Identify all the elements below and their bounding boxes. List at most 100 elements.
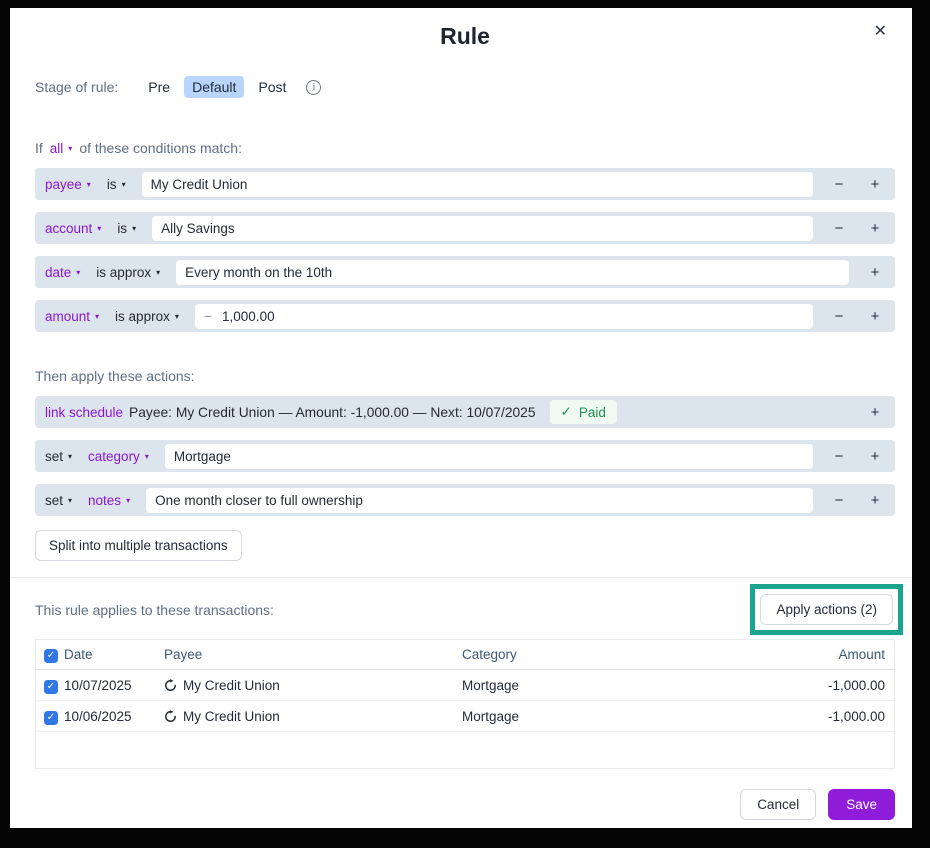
chevron-down-icon: ▾: [174, 312, 179, 321]
action-verb-select[interactable]: set ▾: [45, 448, 73, 464]
check-icon: ✓: [560, 404, 572, 419]
column-header-payee[interactable]: Payee: [164, 647, 203, 662]
remove-condition-button[interactable]: −: [829, 221, 849, 236]
condition-field-select[interactable]: account ▾: [45, 220, 102, 236]
add-action-button[interactable]: +: [865, 405, 885, 420]
transactions-table: ✓ Date Payee Category Amount ✓ 10/07/202…: [35, 639, 895, 769]
stage-label: Stage of rule:: [35, 79, 119, 95]
table-row[interactable]: ✓ 10/07/2025 My Credit Union Mortgage -1…: [36, 670, 894, 701]
condition-row-date: date ▾ is approx ▾ +: [35, 256, 895, 288]
chevron-down-icon: ▾: [76, 268, 81, 277]
chevron-down-icon: ▾: [68, 452, 73, 461]
condition-value-input[interactable]: [141, 171, 813, 197]
transaction-category: Mortgage: [462, 708, 520, 724]
condition-op-select[interactable]: is approx ▾: [115, 308, 179, 324]
amount-input-wrap: −: [194, 303, 813, 329]
stage-option-post[interactable]: Post: [258, 79, 287, 95]
table-row[interactable]: ✓ 10/06/2025 My Credit Union Mortgage -1…: [36, 701, 894, 732]
add-action-button[interactable]: +: [865, 449, 885, 464]
paid-status-badge: ✓ Paid: [549, 400, 617, 424]
condition-field-select[interactable]: payee ▾: [45, 176, 91, 192]
transactions-header: This rule applies to these transactions:…: [35, 584, 903, 635]
conditions-prefix: If: [35, 140, 43, 156]
action-verb-select[interactable]: set ▾: [45, 492, 73, 508]
stage-option-pre[interactable]: Pre: [148, 79, 171, 95]
chevron-down-icon: ▾: [95, 312, 100, 321]
transaction-amount: -1,000.00: [827, 677, 885, 693]
remove-condition-button[interactable]: −: [829, 309, 849, 324]
save-button[interactable]: Save: [828, 789, 895, 820]
action-row-set-notes: set ▾ notes ▾ − +: [35, 484, 895, 516]
chevron-down-icon: ▾: [121, 180, 126, 189]
add-condition-button[interactable]: +: [865, 265, 885, 280]
remove-action-button[interactable]: −: [829, 449, 849, 464]
condition-row-amount: amount ▾ is approx ▾ − − +: [35, 300, 895, 332]
action-value-input[interactable]: [164, 443, 813, 469]
select-all-checkbox[interactable]: ✓: [44, 649, 58, 663]
condition-value-input[interactable]: [152, 215, 813, 241]
action-row-set-category: set ▾ category ▾ − +: [35, 440, 895, 472]
conditions-suffix: of these conditions match:: [79, 140, 242, 156]
add-action-button[interactable]: +: [865, 493, 885, 508]
add-condition-button[interactable]: +: [865, 221, 885, 236]
add-condition-button[interactable]: +: [865, 309, 885, 324]
transactions-heading: This rule applies to these transactions:: [35, 601, 274, 618]
condition-field-select[interactable]: amount ▾: [45, 308, 100, 324]
info-icon: i: [306, 79, 322, 95]
row-checkbox[interactable]: ✓: [44, 710, 58, 725]
condition-op-select[interactable]: is ▾: [106, 176, 126, 192]
chevron-down-icon: ▾: [144, 452, 149, 461]
condition-row-account: account ▾ is ▾ − +: [35, 212, 895, 244]
remove-condition-button[interactable]: −: [829, 177, 849, 192]
section-divider: [10, 577, 912, 578]
schedule-description: Payee: My Credit Union — Amount: -1,000.…: [129, 404, 536, 420]
chevron-down-icon: ▾: [68, 496, 73, 505]
condition-op-select[interactable]: is ▾: [117, 220, 137, 236]
row-checkbox[interactable]: ✓: [44, 679, 58, 694]
stage-of-rule-row: Stage of rule: Pre Default Post i: [35, 74, 895, 100]
action-row-link-schedule: link schedule Payee: My Credit Union — A…: [35, 396, 895, 428]
add-condition-button[interactable]: +: [865, 177, 885, 192]
column-header-date[interactable]: Date: [64, 647, 93, 662]
table-header-row: ✓ Date Payee Category Amount: [36, 640, 894, 670]
conditions-quantifier-select[interactable]: all ▾: [49, 140, 73, 156]
condition-value-input[interactable]: [222, 308, 804, 324]
remove-action-button[interactable]: −: [829, 493, 849, 508]
close-icon[interactable]: ✕: [870, 22, 891, 42]
chevron-down-icon: ▾: [132, 224, 137, 233]
actions-heading: Then apply these actions:: [35, 368, 195, 384]
transaction-payee: My Credit Union: [183, 708, 280, 724]
condition-field-select[interactable]: date ▾: [45, 264, 81, 280]
transaction-payee: My Credit Union: [183, 677, 280, 693]
column-header-category[interactable]: Category: [462, 647, 517, 662]
action-field-select[interactable]: category ▾: [88, 448, 149, 464]
transaction-date: 10/06/2025: [64, 708, 132, 724]
recurring-icon: [164, 709, 177, 723]
condition-op-select[interactable]: is approx ▾: [96, 264, 161, 280]
stage-option-default[interactable]: Default: [184, 76, 245, 98]
chevron-down-icon: ▾: [126, 496, 131, 505]
cancel-button[interactable]: Cancel: [740, 789, 817, 820]
transaction-category: Mortgage: [462, 677, 520, 693]
condition-row-payee: payee ▾ is ▾ − +: [35, 168, 895, 200]
condition-value-input[interactable]: [176, 259, 849, 285]
negative-sign-toggle[interactable]: −: [203, 308, 213, 324]
column-header-amount[interactable]: Amount: [838, 647, 885, 662]
chevron-down-icon: ▾: [86, 180, 91, 189]
transaction-date: 10/07/2025: [64, 677, 132, 693]
recurring-icon: [164, 678, 177, 692]
chevron-down-icon: ▾: [97, 224, 102, 233]
dialog-footer: Cancel Save: [35, 789, 895, 820]
split-transactions-button[interactable]: Split into multiple transactions: [35, 530, 242, 561]
dialog-header: Rule ✕: [35, 20, 895, 52]
transaction-amount: -1,000.00: [827, 708, 885, 724]
chevron-down-icon: ▾: [68, 144, 73, 153]
action-field-select[interactable]: notes ▾: [88, 492, 131, 508]
table-empty-row: [36, 732, 894, 768]
link-schedule-button[interactable]: link schedule: [45, 404, 124, 420]
apply-actions-button[interactable]: Apply actions (2): [760, 594, 893, 625]
chevron-down-icon: ▾: [156, 268, 161, 277]
rule-dialog: Rule ✕ Stage of rule: Pre Default Post i…: [10, 8, 912, 828]
action-value-input[interactable]: [146, 487, 813, 513]
apply-actions-highlight: Apply actions (2): [750, 584, 903, 635]
